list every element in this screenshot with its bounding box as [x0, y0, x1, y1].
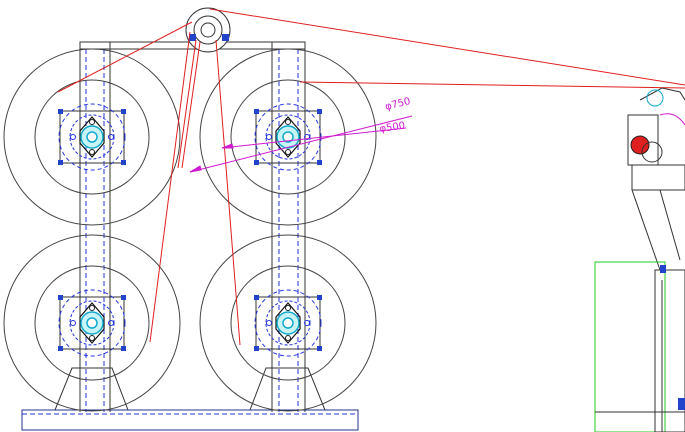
- background: [0, 0, 685, 432]
- pulley: [186, 8, 230, 52]
- cad-drawing: φ750 φ500: [0, 0, 685, 432]
